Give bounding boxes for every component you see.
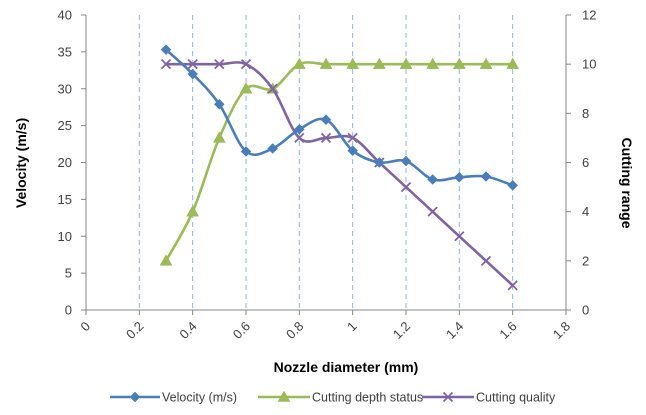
data-point-cutting-depth-status-6 [319, 57, 333, 69]
data-point-cutting-depth-status-12 [479, 57, 493, 69]
y-axis-title: Velocity (m/s) [13, 118, 29, 208]
legend-item-cutting-depth-status: Cutting depth status [258, 390, 423, 405]
data-point-velocity-m-s-10 [427, 174, 439, 185]
series-line-cutting-depth-status [164, 61, 514, 263]
data-point-cutting-depth-status-7 [346, 57, 360, 69]
legend-marker [277, 390, 291, 402]
series-velocity-m-s [160, 44, 519, 191]
y-tick-label-5: 25 [58, 118, 72, 133]
y-tick-label-7: 35 [58, 44, 72, 59]
x-tick-label-2: 0.4 [176, 319, 199, 342]
axes [81, 14, 571, 315]
series [159, 44, 520, 291]
legend-label: Cutting depth status [312, 391, 423, 405]
x-tick-label-4: 0.8 [283, 319, 306, 342]
y-tick-label-6: 30 [58, 81, 72, 96]
legend-label: Cutting quality [476, 391, 556, 405]
legend-marker [129, 391, 141, 403]
legend-item-velocity-m-s: Velocity (m/s) [110, 391, 237, 405]
data-point-cutting-depth-status-9 [399, 57, 413, 69]
data-point-cutting-quality-13 [507, 280, 518, 291]
y2-tick-label-1: 2 [582, 253, 589, 268]
data-point-velocity-m-s-6 [320, 114, 332, 126]
data-point-cutting-depth-status-13 [506, 57, 520, 69]
data-point-cutting-quality-1 [187, 59, 198, 70]
data-point-velocity-m-s-3 [240, 146, 252, 157]
data-point-cutting-quality-3 [240, 59, 252, 70]
y2-tick-label-2: 4 [582, 204, 589, 219]
data-point-cutting-quality-5 [294, 132, 305, 144]
data-point-velocity-m-s-4 [267, 143, 279, 154]
y2-tick-label-0: 0 [582, 303, 589, 318]
data-point-velocity-m-s-11 [453, 171, 465, 183]
x-tick-label-8: 1.6 [496, 319, 519, 342]
data-point-velocity-m-s-8 [373, 157, 385, 168]
data-point-cutting-depth-status-3 [239, 82, 253, 94]
data-point-velocity-m-s-0 [160, 44, 172, 56]
data-point-velocity-m-s-13 [507, 180, 519, 191]
x-tick-label-9: 1.8 [550, 319, 573, 342]
data-point-velocity-m-s-1 [187, 68, 199, 80]
data-point-cutting-depth-status-11 [452, 57, 466, 69]
data-point-cutting-depth-status-0 [159, 254, 173, 266]
y2-tick-label-5: 10 [582, 57, 596, 72]
legend: Velocity (m/s) Cutting depth status Cuttin… [110, 390, 556, 405]
x-tick-label-0: 0 [77, 319, 93, 335]
data-point-velocity-m-s-12 [480, 171, 492, 182]
data-point-cutting-quality-0 [160, 59, 172, 70]
data-point-cutting-quality-6 [320, 132, 332, 144]
y-tick-label-0: 0 [65, 303, 72, 318]
legend-marker [442, 391, 454, 403]
x-tick-label-5: 1 [344, 319, 360, 335]
data-point-cutting-depth-status-10 [426, 57, 440, 69]
data-point-cutting-quality-10 [427, 206, 438, 217]
data-point-cutting-depth-status-2 [212, 131, 226, 143]
data-point-velocity-m-s-5 [293, 123, 305, 135]
data-point-cutting-depth-status-5 [292, 57, 306, 69]
x-tick-label-7: 1.4 [443, 319, 466, 342]
data-point-cutting-quality-7 [347, 132, 358, 144]
x-tick-label-6: 1.2 [390, 319, 413, 342]
data-point-cutting-quality-4 [267, 83, 278, 94]
tick-labels: 0 5 10 15 20 25 30 35 40 0 2 4 6 8 10 12 0 0.2 0.4 0.6 0.8 1 1… [58, 8, 597, 342]
y2-tick-label-4: 8 [582, 106, 589, 121]
y-tick-label-1: 5 [65, 266, 72, 281]
data-point-velocity-m-s-2 [213, 98, 225, 110]
y2-tick-label-3: 6 [582, 155, 589, 170]
data-point-cutting-quality-12 [480, 255, 492, 266]
legend-item-cutting-quality: Cutting quality [422, 391, 556, 405]
series-cutting-depth-status [159, 57, 520, 266]
y2-tick-label-6: 12 [582, 8, 596, 23]
data-point-cutting-quality-9 [400, 181, 412, 193]
data-point-velocity-m-s-7 [347, 145, 359, 157]
y-tick-label-8: 40 [58, 8, 72, 23]
y-tick-label-3: 15 [58, 192, 72, 207]
data-point-cutting-quality-11 [454, 231, 465, 242]
x-tick-label-1: 0.2 [123, 319, 146, 342]
y-tick-label-4: 20 [58, 155, 72, 170]
series-line-velocity-m-s [164, 48, 514, 187]
legend-label: Velocity (m/s) [162, 391, 237, 405]
data-point-cutting-depth-status-8 [372, 57, 386, 69]
y2-axis-title: Cutting range [619, 138, 635, 229]
series-cutting-quality [160, 59, 518, 291]
x-tick-label-3: 0.6 [230, 319, 253, 342]
y-tick-label-2: 10 [58, 229, 72, 244]
data-point-cutting-depth-status-1 [186, 205, 200, 217]
data-point-cutting-quality-2 [214, 59, 225, 70]
data-point-velocity-m-s-9 [400, 155, 412, 167]
x-axis-title: Nozzle diameter (mm) [274, 359, 419, 375]
